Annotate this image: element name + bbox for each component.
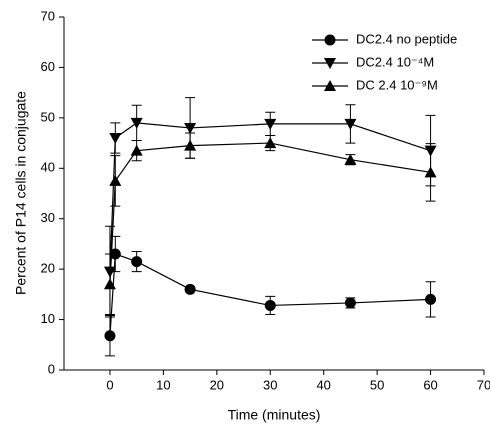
- y-tick-label: 20: [41, 261, 55, 276]
- marker: [324, 34, 336, 46]
- marker: [184, 139, 197, 151]
- marker: [131, 256, 143, 268]
- marker: [103, 278, 116, 290]
- legend-label: DC2.4 no peptide: [356, 31, 457, 46]
- x-tick-label: 0: [106, 377, 113, 392]
- y-axis-title: Percent of P14 cells in conjugate: [13, 91, 29, 295]
- legend-label: DC2.4 10⁻⁴M: [356, 54, 434, 69]
- marker: [109, 133, 122, 145]
- marker: [344, 153, 357, 165]
- marker: [109, 248, 121, 260]
- x-tick-label: 20: [210, 377, 224, 392]
- x-tick-label: 40: [316, 377, 330, 392]
- marker: [344, 118, 357, 130]
- y-tick-label: 40: [41, 160, 55, 175]
- y-tick-label: 10: [41, 311, 55, 326]
- marker: [130, 144, 143, 156]
- marker: [109, 174, 122, 186]
- x-tick-label: 60: [423, 377, 437, 392]
- marker: [424, 166, 437, 178]
- series-line: [109, 142, 431, 285]
- marker: [264, 118, 277, 130]
- marker: [264, 137, 277, 149]
- y-tick-label: 30: [41, 210, 55, 225]
- x-tick-label: 30: [263, 377, 277, 392]
- y-tick-label: 0: [48, 361, 55, 376]
- y-tick-label: 50: [41, 109, 55, 124]
- series-line: [109, 253, 431, 336]
- x-tick-label: 50: [370, 377, 384, 392]
- marker: [425, 293, 437, 305]
- legend-label: DC 2.4 10⁻⁹M: [356, 77, 438, 92]
- marker: [130, 117, 143, 129]
- y-tick-label: 70: [41, 8, 55, 23]
- x-tick-label: 70: [477, 377, 490, 392]
- x-axis-title: Time (minutes): [228, 407, 321, 423]
- y-tick-label: 60: [41, 59, 55, 74]
- marker: [184, 122, 197, 134]
- marker: [324, 58, 336, 69]
- x-tick-label: 10: [156, 377, 170, 392]
- marker: [344, 297, 356, 309]
- marker: [104, 330, 116, 342]
- marker: [184, 283, 196, 295]
- marker: [324, 80, 336, 91]
- marker: [264, 299, 276, 311]
